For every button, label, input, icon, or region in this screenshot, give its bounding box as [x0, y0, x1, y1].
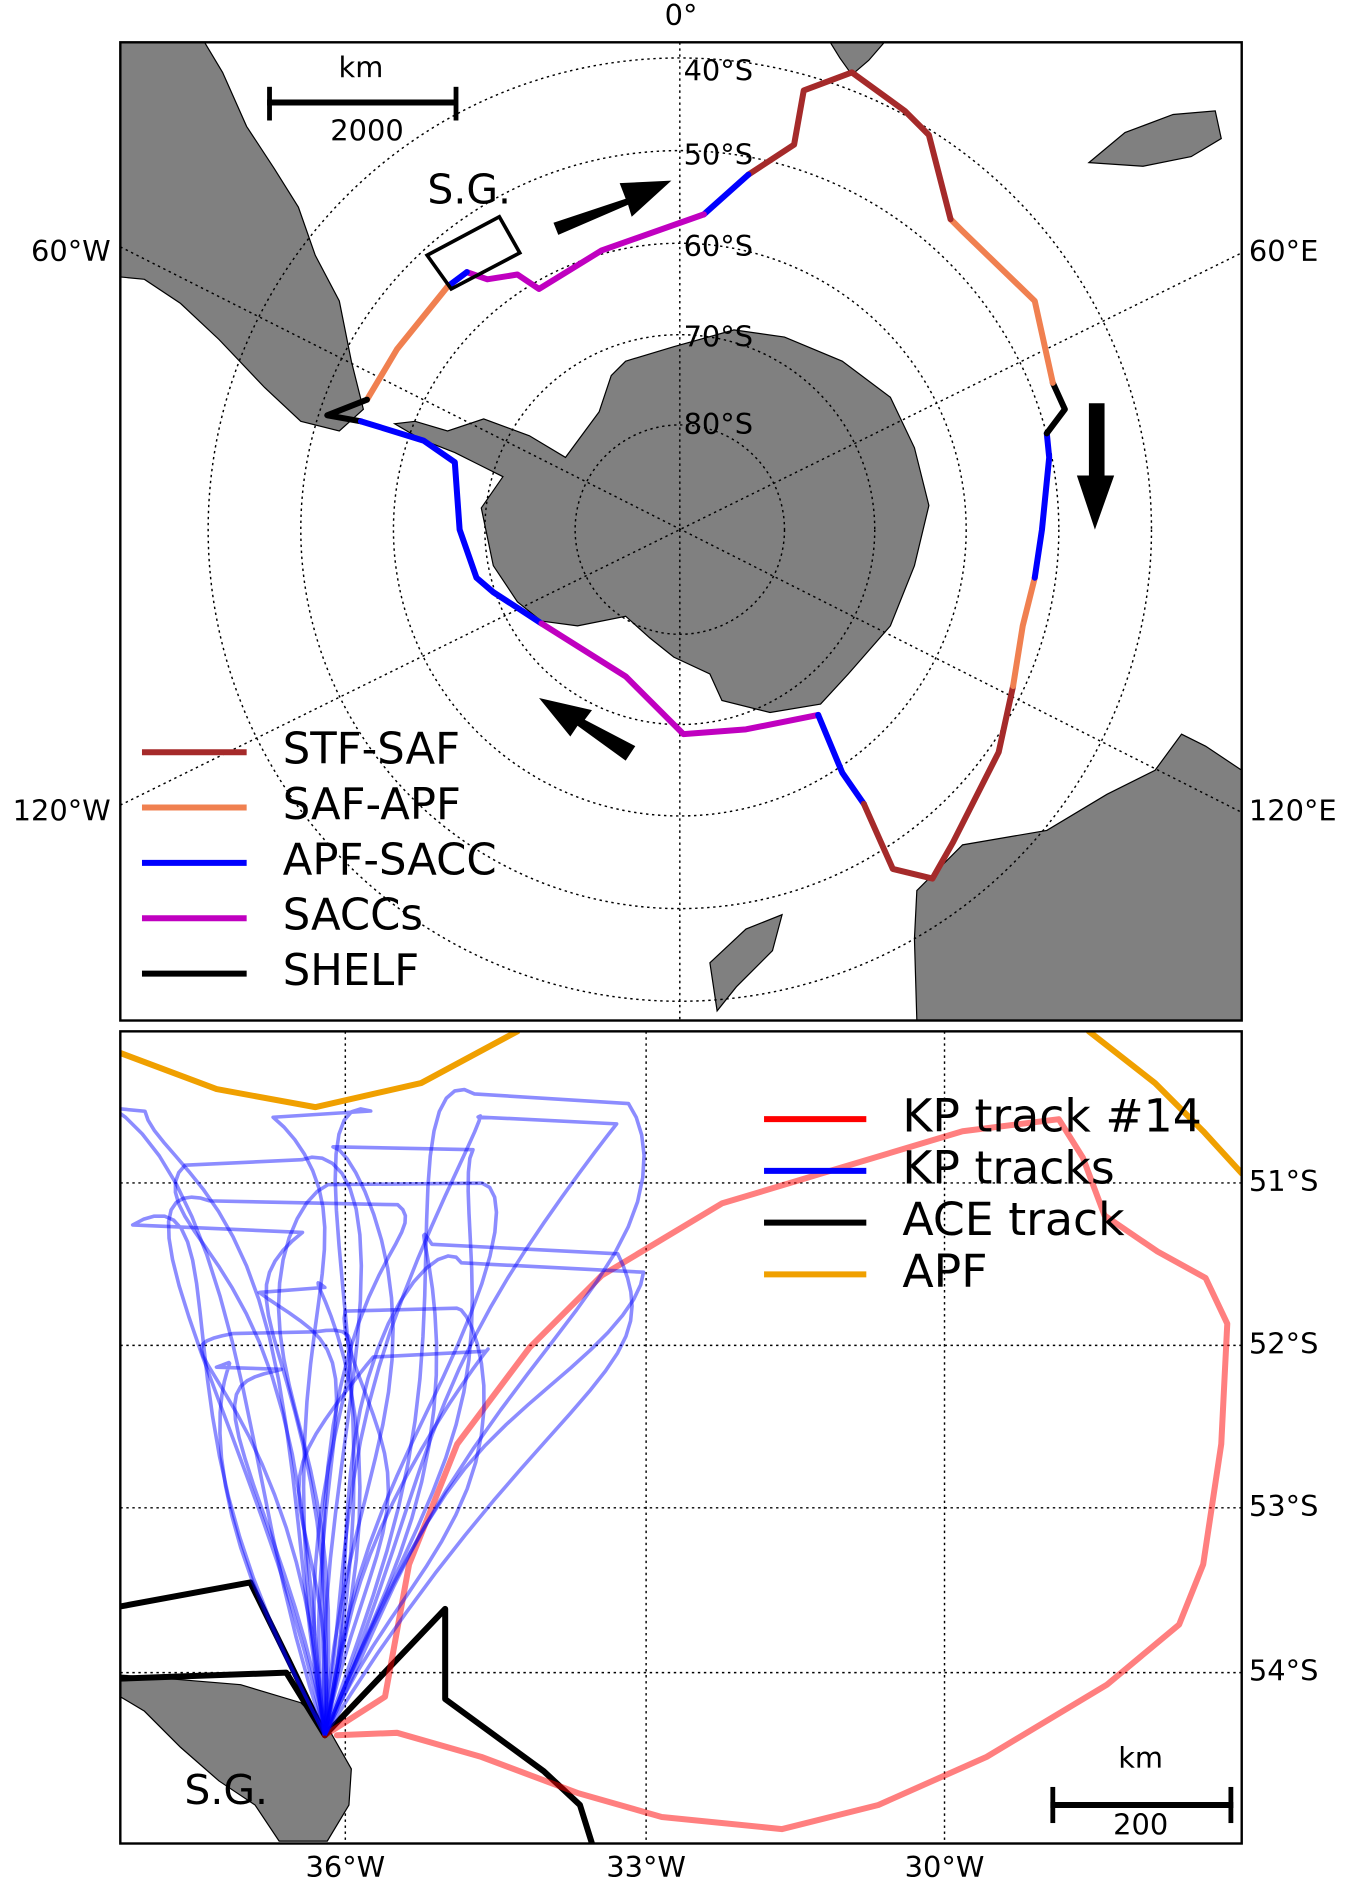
top-frame	[119, 41, 1243, 1022]
new-zealand	[709, 913, 783, 1013]
meridian-label: 0°	[665, 0, 698, 32]
ace-track	[120, 1605, 595, 1844]
parallel-label: 40°S	[684, 53, 753, 87]
parallel-label: 80°S	[684, 407, 753, 441]
meridian-label: 120°W	[13, 793, 111, 827]
bottom-frame	[119, 1030, 1243, 1845]
lon-label: 36°W	[305, 1850, 385, 1881]
parallel-label: 50°S	[684, 138, 753, 172]
kp-track	[323, 1306, 486, 1736]
scale-unit: km	[1118, 1740, 1163, 1774]
kp-track	[323, 1087, 646, 1736]
region-label: S.G.	[184, 1766, 268, 1814]
bottom-scale-bar: km 200	[1050, 1740, 1234, 1842]
ship-track	[324, 69, 1068, 882]
kp-track-14	[321, 1116, 1231, 1833]
legend-label: KP track #14	[902, 1090, 1201, 1143]
africa	[829, 42, 886, 76]
top-scale-bar: km 2000	[267, 50, 459, 148]
arrows	[539, 180, 1115, 761]
scale-length: 200	[1113, 1808, 1168, 1842]
kp-track	[271, 1107, 373, 1736]
kp-tracks	[120, 1087, 646, 1737]
apf-line	[1085, 1031, 1242, 1177]
lon-label: 30°W	[905, 1850, 985, 1881]
parallel-label: 70°S	[684, 319, 753, 353]
legend-label: STF-SAF	[283, 725, 460, 775]
kp-track	[296, 1347, 490, 1736]
kp-track	[173, 1155, 364, 1736]
lon-label: 33°W	[606, 1850, 686, 1881]
south-georgia	[120, 1674, 352, 1842]
legend-label: APF-SACC	[283, 835, 497, 885]
antarctica	[392, 329, 930, 714]
legend-label: APF	[902, 1245, 987, 1298]
legend-label: SACCs	[283, 891, 423, 941]
ace-track	[120, 1579, 328, 1739]
kp-track	[214, 1360, 327, 1737]
lat-label: 54°S	[1249, 1654, 1318, 1688]
south-america	[120, 42, 365, 432]
kp-track	[323, 1114, 619, 1736]
kp-track	[323, 1254, 646, 1737]
madagascar	[1087, 110, 1222, 167]
region-label: S.G.	[427, 166, 511, 214]
legend-label: ACE track	[902, 1193, 1125, 1246]
meridian-label: 60°E	[1249, 234, 1318, 268]
kp-track	[166, 1195, 408, 1736]
kp-track	[120, 1107, 327, 1736]
kp-track	[257, 1281, 362, 1736]
polar-map	[120, 42, 1242, 1021]
kp-track	[323, 1145, 475, 1736]
scale-unit: km	[339, 50, 384, 84]
legend-label: KP tracks	[902, 1141, 1114, 1194]
kp-track	[323, 1232, 634, 1737]
regional-map	[120, 1031, 1242, 1844]
kp-track	[276, 1181, 499, 1736]
meridian-label: 120°E	[1249, 793, 1337, 827]
graticule	[120, 1031, 1242, 1844]
region-box	[424, 214, 523, 292]
meridian-label: 60°W	[31, 234, 111, 268]
scale-length: 2000	[330, 114, 403, 148]
australia	[913, 733, 1242, 1021]
kp-track	[199, 1328, 354, 1736]
lat-label: 52°S	[1249, 1326, 1318, 1360]
parallel-label: 60°S	[684, 229, 753, 263]
lat-label: 51°S	[1249, 1164, 1318, 1198]
legend-label: SHELF	[283, 946, 419, 996]
apf-line	[120, 1031, 521, 1111]
kp-track	[130, 1214, 329, 1737]
legend-label: SAF-APF	[283, 780, 461, 830]
lat-label: 53°S	[1249, 1489, 1318, 1523]
